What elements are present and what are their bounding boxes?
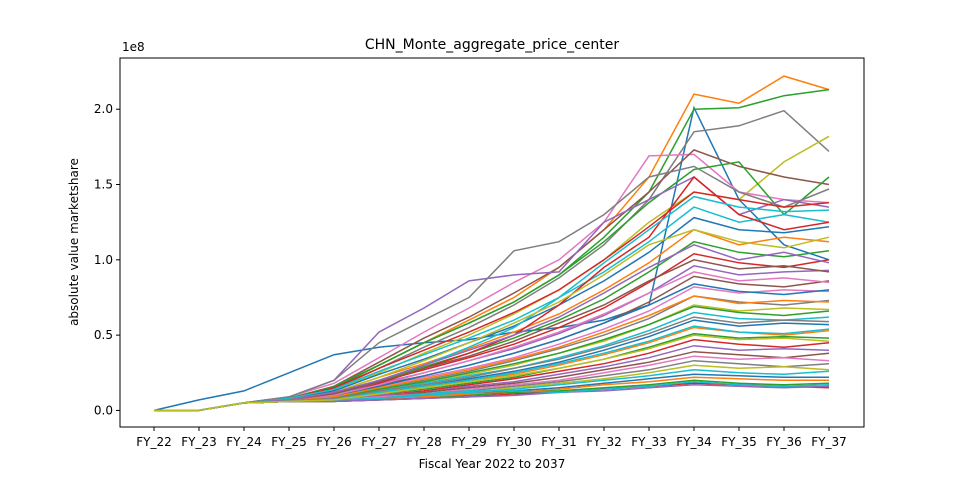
y-tick-label: 2.0 [94,102,113,116]
x-tick-label: FY_23 [181,435,217,449]
x-tick-label: FY_33 [631,435,667,449]
x-tick-label: FY_26 [316,435,352,449]
y-tick-label: 1.0 [94,253,113,267]
plot-frame [119,57,865,428]
x-tick-label: FY_28 [406,435,442,449]
x-tick-label: FY_31 [541,435,577,449]
y-axis-ticks: 0.0 0.5 1.0 1.5 2.0 [94,102,120,417]
x-axis-label: Fiscal Year 2022 to 2037 [419,457,566,471]
y-tick-label: 0.0 [94,403,113,417]
x-tick-label: FY_34 [676,435,712,449]
x-axis-ticks: FY_22 FY_23 FY_24 FY_25 FY_26 FY_27 FY_28 FY_29… [136,427,847,449]
x-tick-label: FY_35 [721,435,757,449]
series-line [154,334,830,412]
x-tick-label: FY_32 [586,435,622,449]
series-lines [153,75,830,412]
x-tick-label: FY_36 [766,435,802,449]
y-tick-label: 0.5 [94,328,113,342]
x-tick-label: FY_22 [136,435,172,449]
x-tick-label: FY_25 [271,435,307,449]
x-tick-label: FY_24 [226,435,262,449]
x-tick-label: FY_37 [811,435,847,449]
y-offset-text: 1e8 [122,40,145,54]
x-tick-label: FY_27 [361,435,397,449]
x-tick-label: FY_30 [496,435,532,449]
y-axis-label: absolute value marketshare [67,158,81,326]
chart-title: CHN_Monte_aggregate_price_center [365,37,620,53]
y-tick-label: 1.5 [94,178,113,192]
x-tick-label: FY_29 [451,435,487,449]
series-line [153,105,830,412]
